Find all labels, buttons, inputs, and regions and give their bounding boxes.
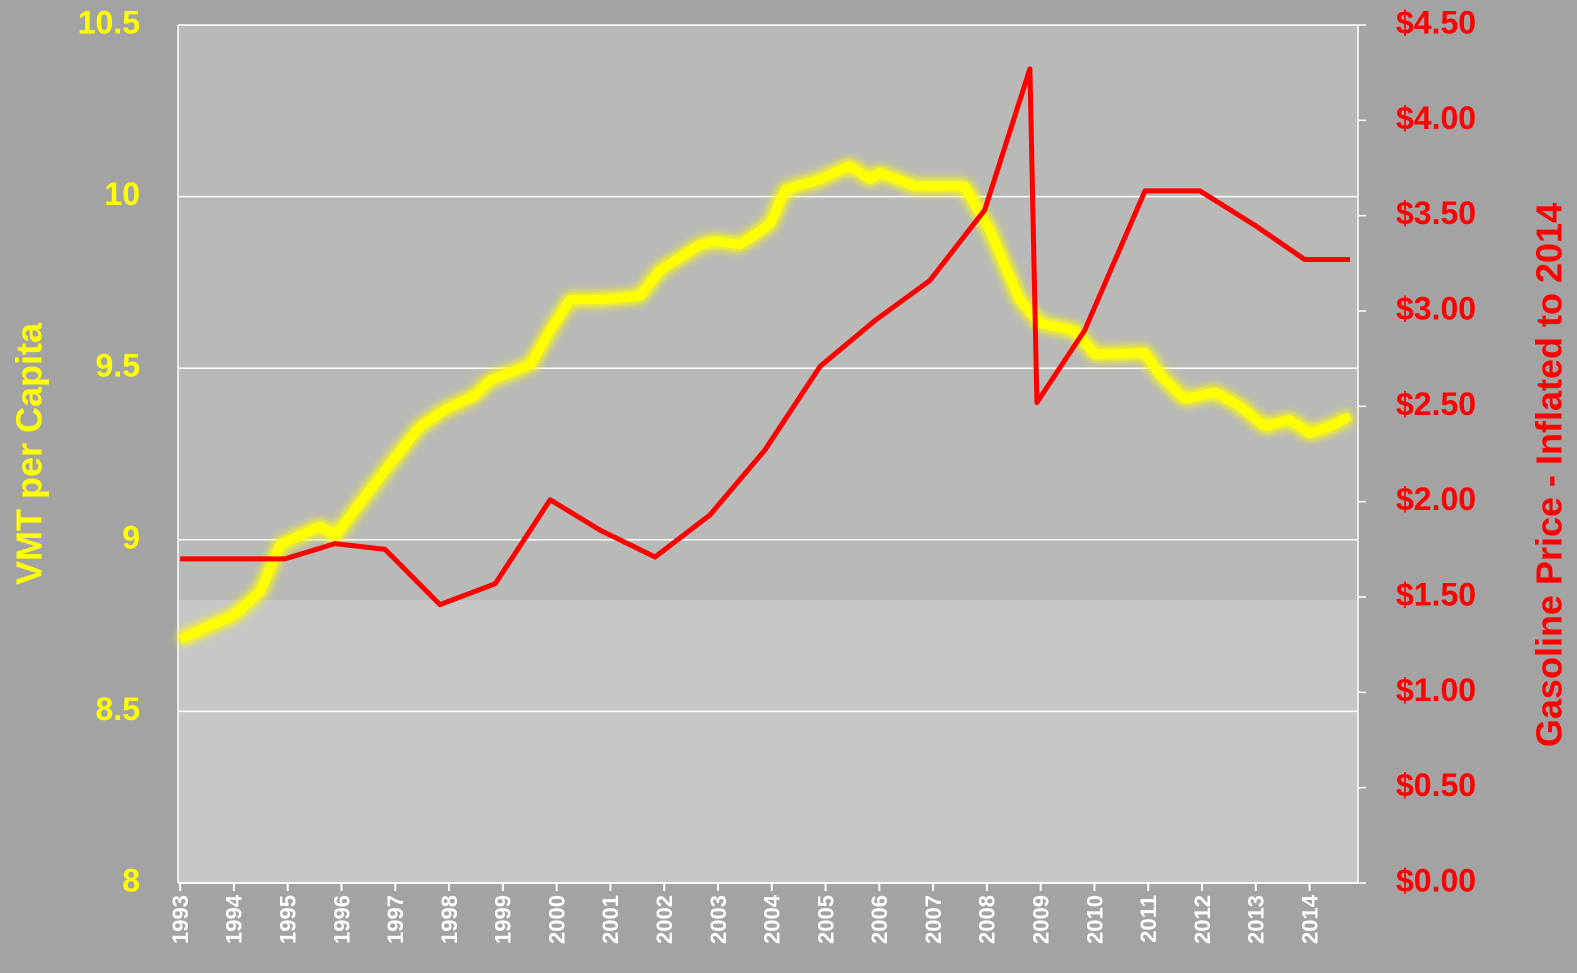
x-tick-label: 1995 [276,895,301,944]
x-tick-label: 2008 [975,895,1000,944]
y-axis-title: VMT per Capita [9,322,50,585]
series-line [178,161,1352,644]
x-tick-label: 2006 [867,895,892,944]
y-tick-label: 9.5 [96,348,140,384]
x-tick-label: 2013 [1244,895,1269,944]
x-tick-label: 1998 [437,895,462,944]
y2-tick-label: $2.50 [1396,386,1476,422]
y-tick-label: 9 [122,519,140,555]
x-tick-label: 2004 [760,894,785,944]
y2-tick-label: $3.00 [1396,290,1476,326]
x-tick-label: 2010 [1082,895,1107,944]
y2-tick-label: $0.50 [1396,767,1476,803]
x-tick-label: 1999 [491,895,516,944]
x-tick-label: 2007 [921,895,946,944]
road [178,600,1358,883]
x-tick-label: 2012 [1190,895,1215,944]
y2-tick-label: $0.00 [1396,862,1476,898]
x-tick-label: 2005 [813,895,838,944]
series-line [180,66,1350,608]
x-tick-label: 2011 [1136,895,1161,943]
y2-tick-label: $4.50 [1396,4,1476,40]
x-tick-label: 2000 [544,895,569,944]
y-tick-label: 10 [104,176,140,212]
y2-tick-label: $1.50 [1396,576,1476,612]
x-tick-label: 1994 [222,894,247,944]
y2-tick-label: $4.00 [1396,100,1476,136]
y-tick-label: 10.5 [78,4,140,40]
x-tick-label: 1996 [329,895,354,944]
x-tick-label: 1997 [383,895,408,944]
y2-axis-title: Gasoline Price - Inflated to 2014 [1529,203,1570,747]
x-tick-label: 1993 [168,895,193,944]
x-tick-label: 2009 [1028,895,1053,944]
y2-tick-label: $1.00 [1396,672,1476,708]
y2-tick-label: $2.00 [1396,481,1476,517]
x-tick-label: 2014 [1297,894,1322,944]
y-tick-label: 8.5 [96,691,140,727]
x-tick-label: 2002 [652,895,677,944]
x-tick-label: 2001 [598,895,623,944]
y2-tick-label: $3.50 [1396,195,1476,231]
y-tick-label: 8 [122,862,140,898]
x-tick-label: 2003 [706,895,731,944]
